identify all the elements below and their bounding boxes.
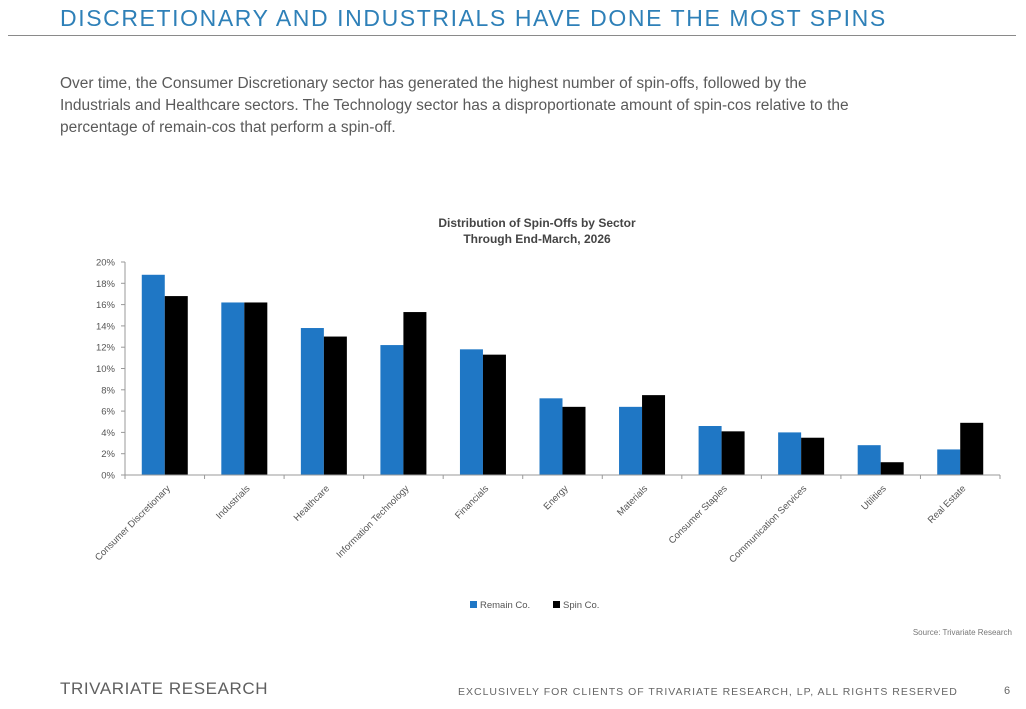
x-tick-label: Information Technology	[334, 483, 411, 560]
bar-spin	[164, 296, 188, 475]
bar-spin	[403, 312, 427, 475]
bar-remain	[300, 328, 324, 475]
y-tick-label: 14%	[96, 321, 116, 332]
legend-label-spin: Spin Co.	[563, 600, 599, 611]
bar-remain	[698, 426, 722, 475]
y-tick-label: 4%	[101, 428, 115, 439]
intro-line-2: Industrials and Healthcare sectors. The …	[60, 97, 849, 114]
x-tick-label: Financials	[453, 483, 491, 521]
bar-spin	[801, 437, 825, 475]
y-tick-label: 8%	[101, 385, 115, 396]
x-axis: Consumer Discretionary Industrials Healthc…	[93, 474, 1001, 565]
x-tick-label: Utilities	[859, 483, 889, 513]
y-tick-label: 12%	[96, 343, 116, 354]
y-tick-label: 18%	[96, 279, 116, 290]
bar-spin	[960, 422, 984, 475]
brand-logo: TRIVARIATE RESEARCH	[60, 679, 269, 698]
x-tick-label: Energy	[542, 483, 571, 512]
intro-line-3: percentage of remain-cos that perform a …	[60, 119, 396, 136]
x-tick-label: Healthcare	[292, 483, 332, 523]
page-title: DISCRETIONARY AND INDUSTRIALS HAVE DONE …	[60, 5, 887, 31]
title-divider	[8, 35, 1016, 36]
x-tick-label: Materials	[615, 483, 650, 518]
bar-remain	[380, 345, 404, 475]
x-tick-label: Consumer Staples	[667, 483, 730, 546]
x-tick-label: Consumer Discretionary	[93, 483, 173, 563]
legend-swatch-remain	[470, 601, 477, 608]
bar-spin	[562, 406, 586, 475]
bar-remain	[857, 445, 881, 475]
source-note: Source: Trivariate Research	[912, 628, 1012, 637]
intro-line-1: Over time, the Consumer Discretionary se…	[60, 75, 807, 92]
bar-spin	[482, 354, 506, 475]
bar-spin	[642, 395, 666, 475]
bar-remain	[778, 432, 802, 475]
y-axis: 0% 2% 4% 6% 8% 10% 12% 14% 16% 18% 20%	[96, 258, 126, 482]
legend: Remain Co. Spin Co.	[470, 600, 599, 611]
bar-remain	[539, 398, 563, 475]
x-tick-label: Communication Services	[727, 483, 809, 565]
y-tick-label: 20%	[96, 258, 116, 269]
bar-spin	[244, 302, 268, 475]
footer-disclaimer: EXCLUSIVELY FOR CLIENTS OF TRIVARIATE RE…	[458, 686, 958, 698]
y-tick-label: 0%	[101, 471, 115, 482]
bar-spin	[323, 336, 347, 475]
x-tick-label: Real Estate	[926, 483, 969, 526]
bars	[141, 274, 984, 475]
x-tick-label: Industrials	[214, 483, 253, 522]
bar-remain	[937, 449, 961, 475]
chart-subtitle: Through End-March, 2026	[463, 232, 611, 246]
bar-remain	[459, 349, 483, 475]
y-tick-label: 16%	[96, 300, 116, 311]
chart-title: Distribution of Spin-Offs by Sector	[438, 216, 636, 230]
bar-spin	[721, 431, 745, 475]
legend-label-remain: Remain Co.	[480, 600, 530, 611]
page-number: 6	[1004, 685, 1011, 697]
y-tick-label: 6%	[101, 407, 115, 418]
intro-paragraph: Over time, the Consumer Discretionary se…	[60, 73, 1010, 139]
bar-remain	[141, 274, 165, 475]
y-tick-label: 10%	[96, 364, 116, 375]
bar-remain	[619, 406, 643, 475]
bar-remain	[221, 302, 245, 475]
legend-swatch-spin	[553, 601, 560, 608]
bar-spin	[880, 462, 904, 475]
y-tick-label: 2%	[101, 449, 115, 460]
